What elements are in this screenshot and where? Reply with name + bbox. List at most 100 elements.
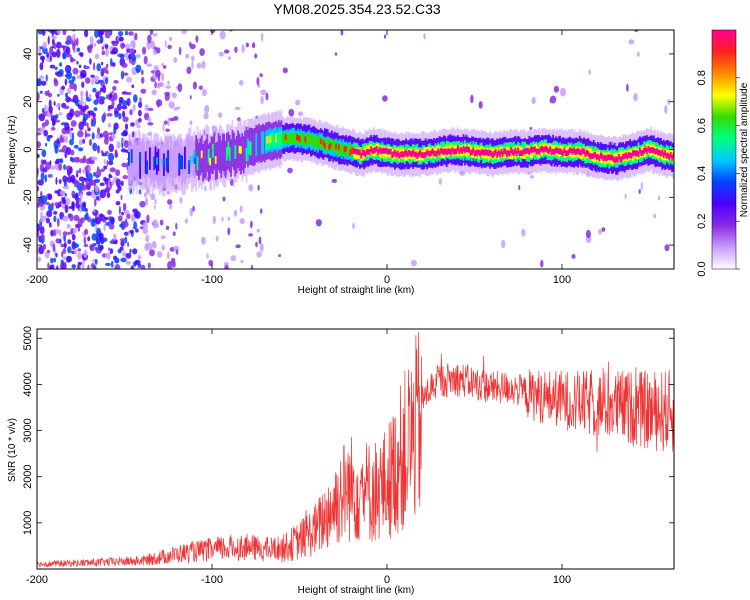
spectrogram-cell [123, 72, 129, 76]
spectrogram-ridge-segment [636, 150, 638, 156]
spectrogram-ridge-segment [619, 156, 622, 163]
spectrogram-ridge-segment [301, 132, 304, 144]
spectrogram-cell [167, 117, 170, 126]
spectrogram-ridge-segment [214, 156, 217, 164]
spectrogram-ridge-segment [287, 132, 290, 144]
spectrogram-ridge-segment [493, 150, 496, 157]
spectrogram-ridge-segment [571, 149, 574, 155]
snr-y-tick-label: 2000 [22, 464, 34, 488]
spectrogram-cell [61, 251, 64, 258]
spectrogram-ridge-segment [283, 133, 286, 145]
spectrogram-ridge-segment [144, 151, 147, 174]
spectrogram-ridge-segment [319, 138, 322, 145]
spectrogram-ridge-segment [170, 140, 172, 178]
spectrogram-cell [103, 223, 106, 232]
colorbar-tick-label: 0.0 [696, 261, 708, 276]
spectrogram-cell [41, 30, 46, 36]
spectrogram-ridge-segment [279, 131, 281, 145]
spectrogram-ridge-segment [178, 157, 181, 172]
spectrogram-cell [206, 253, 209, 259]
spectrogram-cell [658, 195, 661, 201]
spectrogram-ridge-segment [245, 147, 248, 162]
spectrogram-cell [83, 249, 88, 258]
spectrogram-cell [65, 54, 72, 58]
spectrogram-ridge-segment [399, 151, 402, 158]
spectrogram-cell [39, 75, 45, 80]
spectrogram-cell [125, 52, 130, 61]
spectrogram-cell [125, 91, 132, 96]
spectrogram-ridge-segment [328, 138, 330, 149]
spectrogram-ridge-segment [441, 148, 444, 155]
spectrogram-ridge-segment [199, 138, 202, 176]
spectrogram-cell [102, 84, 107, 94]
spectrogram-ridge-segment [384, 147, 386, 154]
spectrogram-cell [74, 110, 81, 118]
spectrogram-ridge-segment [629, 152, 631, 159]
spectrogram-cell [142, 46, 147, 55]
spectrogram-cell [248, 184, 254, 192]
spectrogram-cell [601, 227, 606, 232]
spectrogram-cell [63, 196, 66, 204]
spectrogram-cell [147, 117, 152, 122]
spectrogram-ridge-segment [527, 147, 529, 154]
spectrogram-ridge-segment [353, 148, 356, 154]
spectrogram-ridge-segment [139, 156, 141, 179]
spectrogram-ridge-segment [193, 150, 196, 158]
spectrogram-cell [92, 243, 97, 247]
spectrogram-ridge-segment [360, 152, 363, 159]
spectrogram-cell [248, 233, 254, 237]
spectrogram-ridge-segment [405, 150, 407, 156]
spectrogram-cell [101, 50, 106, 56]
spectrogram-cell [50, 127, 56, 131]
spectrogram-cell [93, 75, 100, 83]
spectrogram-cell [77, 147, 84, 152]
spectrogram-ridge-segment [374, 147, 377, 153]
spectrogram-cell [142, 221, 148, 230]
spectrogram-cell [101, 237, 108, 242]
spectrogram-cell [63, 235, 66, 242]
spectrogram-ridge-segment [452, 148, 455, 155]
spectrogram-cell [88, 138, 93, 147]
spectrogram-cell [40, 234, 45, 240]
spectrogram-cell [161, 244, 165, 251]
spectrogram-ridge-segment [464, 147, 466, 154]
spectrogram-cell [179, 197, 183, 204]
spectrogram-cell [54, 66, 58, 71]
spectrogram-cell [135, 228, 139, 233]
spectrogram-ridge-segment [286, 132, 288, 144]
spectrogram-cell [56, 265, 59, 269]
spectrogram-cell [90, 74, 95, 78]
spectrogram-cell [129, 248, 132, 254]
spectrogram-ridge-segment [431, 148, 434, 155]
colorbar-tick-label: 0.2 [696, 214, 708, 229]
spectrogram-ridge-segment [576, 148, 578, 155]
spectrogram-cell [215, 235, 219, 242]
spectrogram-cell [55, 177, 58, 185]
spectrogram-ridge-segment [223, 134, 225, 172]
spectrogram-ridge-segment [520, 150, 522, 156]
spectrogram-cell [118, 112, 122, 120]
spectrogram-cell [172, 245, 180, 251]
spectrogram-cell [164, 91, 171, 96]
spectrogram-ridge-segment [627, 151, 630, 158]
spectrogram-ridge-segment [569, 147, 571, 154]
spectrogram-ridge-segment [604, 155, 606, 161]
spectrogram-ridge-segment [647, 145, 650, 152]
spectrogram-cell [92, 142, 98, 152]
spectrogram-ridge-segment [282, 132, 284, 144]
spectrogram-cell [70, 127, 74, 131]
spectrogram-ridge-segment [665, 153, 668, 159]
spectrogram-ridge-segment [472, 147, 475, 154]
spectrogram-ridge-segment [518, 150, 521, 157]
spectrogram-y-axis: -40 -20 0 20 40 [22, 48, 674, 253]
spectrogram-cell [62, 215, 69, 222]
spectrogram-cell [315, 219, 322, 227]
spectrogram-ridge-segment [139, 152, 141, 166]
spectrogram-x-tick-label: -200 [26, 274, 48, 286]
spectrogram-cell [57, 93, 60, 97]
spectrogram-cell [43, 129, 49, 137]
colorbar-ticks: 0.0 0.2 0.4 0.6 0.8 [696, 70, 740, 277]
spectrogram-ridge-segment [532, 147, 535, 153]
snr-y-axis: 1000 2000 3000 4000 5000 [22, 326, 674, 535]
spectrogram-cell [51, 38, 55, 46]
